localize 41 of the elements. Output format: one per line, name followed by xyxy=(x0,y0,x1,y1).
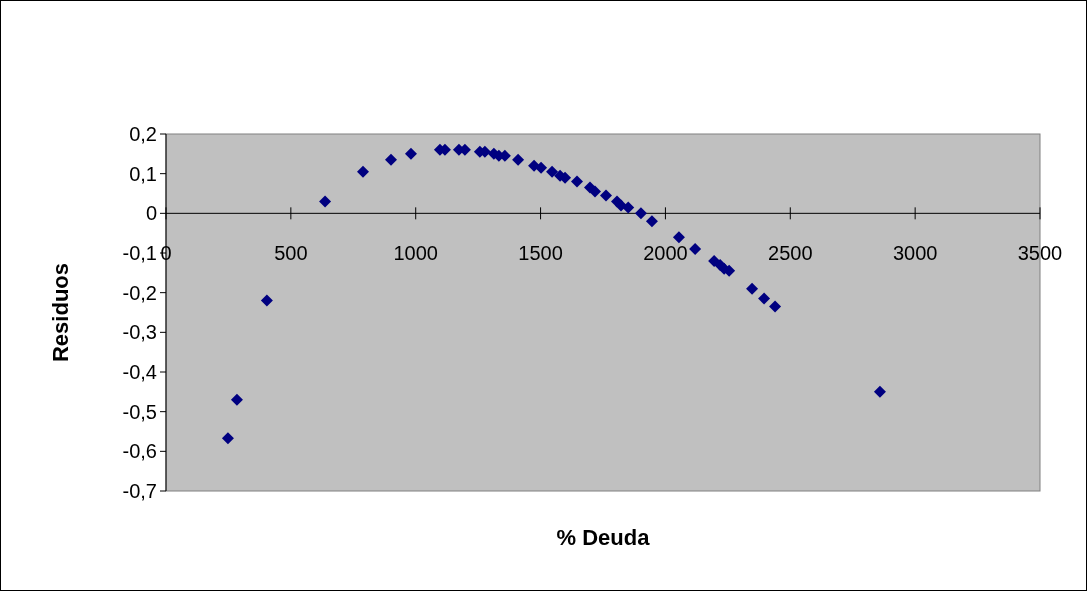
y-axis-title: Residuos xyxy=(48,262,73,363)
y-tick-label: -0,7 xyxy=(122,480,157,502)
point xyxy=(589,185,602,198)
x-axis-title: % Deuda xyxy=(556,525,651,550)
point xyxy=(689,243,702,256)
point xyxy=(221,432,234,445)
point xyxy=(319,195,332,208)
y-tick-label: 0 xyxy=(145,202,157,225)
point xyxy=(645,215,658,228)
x-tick-label: 1500 xyxy=(518,242,563,265)
point xyxy=(404,147,417,160)
x-tick-label: 3000 xyxy=(892,242,938,265)
point xyxy=(535,161,548,174)
point xyxy=(230,393,243,406)
y-tick-label: -0,4 xyxy=(122,361,157,383)
x-tick-label: 2500 xyxy=(768,242,813,265)
y-tick-label: -0,2 xyxy=(122,281,157,304)
y-tick-label: -0,3 xyxy=(122,321,157,344)
point xyxy=(600,189,612,202)
point xyxy=(634,207,647,220)
point xyxy=(384,153,397,166)
point xyxy=(260,294,273,307)
x-tick-label: 2000 xyxy=(643,242,688,265)
point xyxy=(672,231,685,244)
point xyxy=(622,201,635,214)
x-tick-label: 3500 xyxy=(1017,242,1063,265)
y-tick-label: -0,6 xyxy=(122,440,157,463)
point xyxy=(746,282,759,295)
x-tick-label: 1000 xyxy=(393,242,438,265)
point xyxy=(546,165,559,178)
point xyxy=(357,165,370,178)
point xyxy=(512,153,525,166)
y-tick-label: 0,2 xyxy=(129,123,157,145)
point xyxy=(873,385,886,398)
point xyxy=(758,292,771,305)
y-tick-label: -0,1 xyxy=(122,242,157,264)
y-tick-label: -0,5 xyxy=(122,400,157,423)
point xyxy=(769,300,782,313)
y-tick-label: 0,1 xyxy=(129,162,157,185)
point xyxy=(571,175,584,188)
x-tick-label: 500 xyxy=(274,242,308,265)
